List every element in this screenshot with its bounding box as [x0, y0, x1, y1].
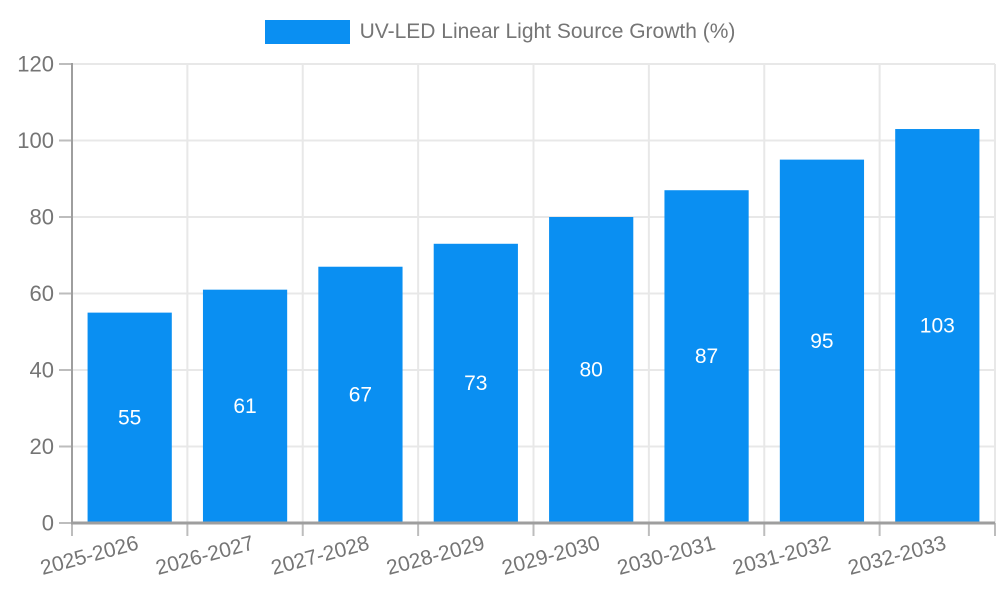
bar-2032-2033[interactable]	[895, 129, 980, 523]
y-tick-label: 120	[17, 52, 54, 77]
bar-value-label: 67	[349, 383, 372, 406]
bar-2025-2026[interactable]	[87, 312, 172, 523]
x-tick-label: 2028-2029	[384, 532, 487, 580]
bar-2027-2028[interactable]	[318, 266, 403, 523]
x-tick-label: 2032-2033	[846, 532, 949, 580]
bar-value-label: 61	[233, 395, 256, 418]
bar-value-label: 103	[920, 315, 955, 338]
bar-2030-2031[interactable]	[664, 190, 749, 523]
bar-2031-2032[interactable]	[779, 159, 865, 523]
bar-value-label: 87	[695, 345, 718, 368]
y-tick-label: 40	[30, 358, 54, 383]
x-tick-label: 2025-2026	[38, 532, 141, 580]
legend-swatch	[264, 20, 350, 44]
y-tick-label: 100	[17, 128, 54, 153]
bar-2028-2029[interactable]	[433, 243, 518, 523]
bar-value-label: 80	[580, 359, 603, 382]
x-tick-label: 2029-2030	[500, 532, 603, 580]
bar-value-label: 73	[464, 372, 487, 395]
y-tick-label: 60	[30, 281, 54, 306]
legend: UV-LED Linear Light Source Growth (%)	[0, 20, 1000, 44]
y-tick-label: 0	[42, 511, 54, 536]
x-tick-label: 2030-2031	[615, 532, 718, 580]
bar-2026-2027[interactable]	[202, 289, 288, 523]
x-tick-label: 2031-2032	[730, 532, 833, 580]
legend-item[interactable]: UV-LED Linear Light Source Growth (%)	[264, 20, 736, 44]
bar-value-label: 55	[118, 406, 141, 429]
x-tick-label: 2027-2028	[269, 532, 372, 580]
y-tick-label: 20	[30, 434, 54, 459]
x-tick-label: 2026-2027	[153, 532, 256, 580]
bar-value-label: 95	[810, 330, 833, 353]
y-tick-label: 80	[30, 205, 54, 230]
bar-2029-2030[interactable]	[549, 217, 634, 523]
legend-label: UV-LED Linear Light Source Growth (%)	[359, 20, 736, 43]
